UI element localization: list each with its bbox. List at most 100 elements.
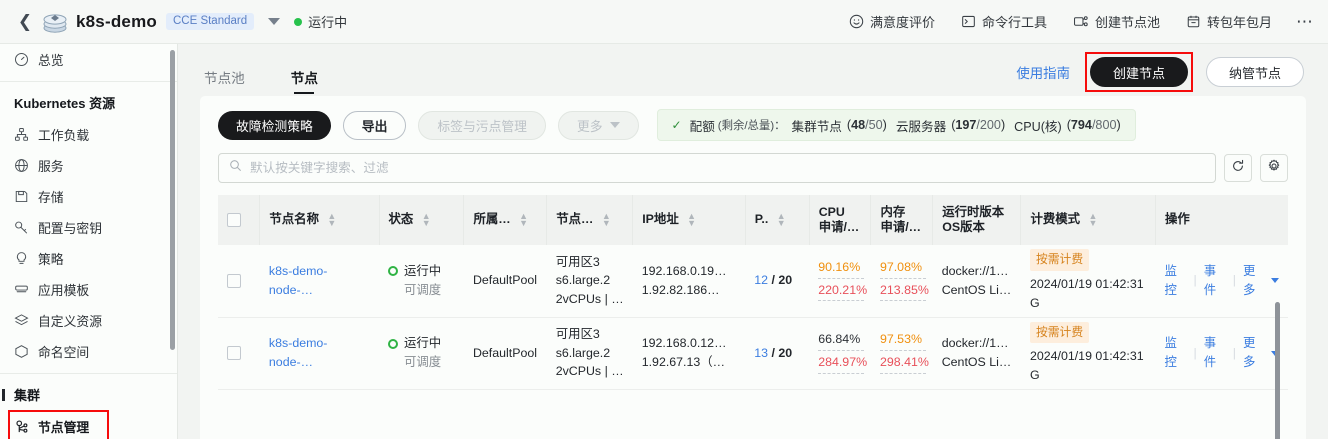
ellipsis-icon[interactable]: ⋯ (1296, 11, 1314, 31)
th-ip-address-label: IP地址 (642, 212, 679, 227)
quota-banner: ✓ 配额 (剩余/总量)： 集群节点 (48/50) 云服务器 (197/200… (656, 109, 1136, 141)
sort-icon[interactable]: ▲ ▼ (519, 210, 529, 228)
sidebar-item-service[interactable]: 服务 (0, 150, 177, 181)
monitor-link[interactable]: 监控 (1164, 336, 1177, 369)
sidebar-item-policy[interactable]: 策略 (0, 243, 177, 274)
sort-icon[interactable]: ▲ ▼ (601, 210, 611, 228)
mem-divider-2 (879, 300, 926, 302)
sidebar-item-custom-resource[interactable]: 自定义资源 (0, 305, 177, 336)
pods-used[interactable]: 12 (754, 273, 769, 288)
status-dot-icon (294, 17, 303, 26)
chevron-down-icon[interactable] (1271, 278, 1279, 284)
op-divider-1: | (1193, 345, 1197, 360)
sort-icon[interactable]: ▲ ▼ (327, 210, 337, 228)
sidebar-divider-2 (0, 373, 177, 374)
sidebar-item-service-label: 服务 (38, 159, 64, 174)
pods-used[interactable]: 13 (754, 345, 769, 360)
fault-detection-policy-button[interactable]: 故障检测策略 (218, 110, 331, 140)
cli-tool-button[interactable]: 命令行工具 (961, 12, 1047, 31)
ip-private: 192.168.0.12… (641, 336, 727, 351)
cell-memory: 97.53% 298.41% (870, 317, 933, 390)
back-icon[interactable]: ❮ (17, 12, 33, 31)
ip-public: 1.92.67.13（… (641, 355, 726, 369)
row-operations: 监控 | 事件 | 更多 (1165, 262, 1279, 299)
monitor-link[interactable]: 监控 (1164, 264, 1177, 297)
events-link[interactable]: 事件 (1203, 264, 1217, 297)
more-actions-button: 更多 (557, 110, 639, 140)
table-row[interactable]: k8s-demo-node-… 运行中 可调度 DefaultPool (218, 317, 1288, 390)
cpu-request-pct: 66.84% (818, 332, 861, 347)
pods-total: / 20 (771, 273, 793, 288)
th-node-name[interactable]: 节点名称 ▲ ▼ (259, 195, 380, 245)
th-status[interactable]: 状态 ▲ ▼ (379, 195, 465, 245)
table-body: k8s-demo-node-… 运行中 可调度 DefaultPool (218, 245, 1288, 390)
cell-memory: 97.08% 213.85% (870, 245, 933, 318)
more-link[interactable]: 更多 (1242, 264, 1256, 297)
satisfaction-survey-button[interactable]: 满意度评价 (849, 12, 935, 31)
quota-item-node-name: 集群节点 (791, 119, 842, 134)
sort-icon[interactable]: ▲ ▼ (421, 210, 431, 228)
refresh-button[interactable] (1224, 154, 1252, 182)
th-ip-address[interactable]: IP地址 ▲ ▼ (632, 195, 746, 245)
sidebar-item-storage[interactable]: 存储 (0, 181, 177, 212)
sidebar-item-node-management[interactable]: 节点管理 (0, 410, 177, 439)
sort-icon[interactable]: ▲ ▼ (687, 210, 697, 228)
cell-ip: 192.168.0.19… 1.92.82.186… (632, 245, 746, 318)
caret-down-icon[interactable] (268, 18, 281, 25)
spec-flavor: s6.large.2 (555, 345, 611, 360)
quota-item-cpu-total: /800 (1091, 118, 1117, 132)
spec-zone: 可用区3 (555, 254, 600, 269)
th-node-pool[interactable]: 所属… ▲ ▼ (463, 195, 548, 245)
sidebar-group-cluster-title: 集群 (14, 388, 41, 403)
select-all-checkbox[interactable] (227, 213, 241, 227)
tab-node[interactable]: 节点 (287, 67, 322, 96)
node-name-link[interactable]: k8s-demo-node-… (268, 264, 328, 297)
th-pods[interactable]: P.. ▲ ▼ (745, 195, 810, 245)
events-link[interactable]: 事件 (1203, 336, 1217, 369)
table-vertical-scrollbar[interactable] (1275, 302, 1280, 439)
search-box[interactable] (218, 153, 1216, 183)
switch-billing-button[interactable]: 转包年包月 (1186, 12, 1272, 31)
search-input[interactable] (250, 161, 1205, 175)
manage-node-button[interactable]: 纳管节点 (1205, 57, 1304, 87)
table-row[interactable]: k8s-demo-node-… 运行中 可调度 DefaultPool (218, 245, 1288, 318)
sidebar-scrollbar[interactable] (170, 50, 175, 350)
satisfaction-survey-label: 满意度评价 (869, 15, 935, 30)
export-button[interactable]: 导出 (342, 110, 407, 140)
row-checkbox[interactable] (227, 273, 241, 288)
tab-bar: 节点池 节点 使用指南 创建节点 纳管节点 (178, 44, 1328, 96)
main-content: 节点池 节点 使用指南 创建节点 纳管节点 故障检测策略 导出 标签与污点管理 … (178, 44, 1328, 439)
cell-cpu: 66.84% 284.97% (809, 317, 871, 390)
namespace-cube-icon (14, 344, 29, 359)
node-name-link[interactable]: k8s-demo-node-… (268, 336, 328, 369)
mem-limit-pct: 298.41% (879, 355, 929, 369)
tab-node-pool[interactable]: 节点池 (204, 71, 245, 86)
create-node-pool-button[interactable]: 创建节点池 (1073, 12, 1160, 31)
sidebar-item-app-template[interactable]: 应用模板 (0, 274, 177, 305)
chevron-down-icon (609, 122, 620, 128)
search-row (200, 141, 1306, 183)
sidebar-item-workload[interactable]: 工作负载 (0, 119, 177, 150)
sidebar-item-overview[interactable]: 总览 (0, 44, 177, 75)
sidebar-item-storage-label: 存储 (38, 190, 64, 205)
os-version: CentOS Li… (941, 282, 1012, 297)
sidebar-item-namespace[interactable]: 命名空间 (0, 336, 177, 367)
th-node-spec[interactable]: 节点… ▲ ▼ (546, 195, 634, 245)
mem-divider (879, 350, 926, 351)
usage-guide-link[interactable]: 使用指南 (1016, 66, 1070, 81)
sidebar-item-config-secret-label: 配置与密钥 (38, 221, 102, 236)
sort-icon[interactable]: ▲ ▼ (776, 210, 786, 228)
create-node-button[interactable]: 创建节点 (1089, 57, 1188, 87)
cell-node-pool: DefaultPool (463, 245, 547, 318)
row-checkbox[interactable] (227, 346, 241, 360)
sidebar-item-config-secret[interactable]: 配置与密钥 (0, 212, 177, 243)
th-node-pool-label: 所属… (473, 212, 511, 227)
spec-flavor: s6.large.2 (555, 273, 611, 288)
sort-icon[interactable]: ▲ ▼ (1088, 210, 1098, 228)
runtime-version: docker://1… (941, 336, 1009, 351)
node-icon (14, 419, 29, 434)
more-link[interactable]: 更多 (1242, 336, 1256, 369)
table-settings-button[interactable] (1260, 154, 1288, 182)
th-billing-mode[interactable]: 计费模式 ▲ ▼ (1020, 195, 1157, 245)
kubernetes-cluster-icon (40, 9, 70, 35)
